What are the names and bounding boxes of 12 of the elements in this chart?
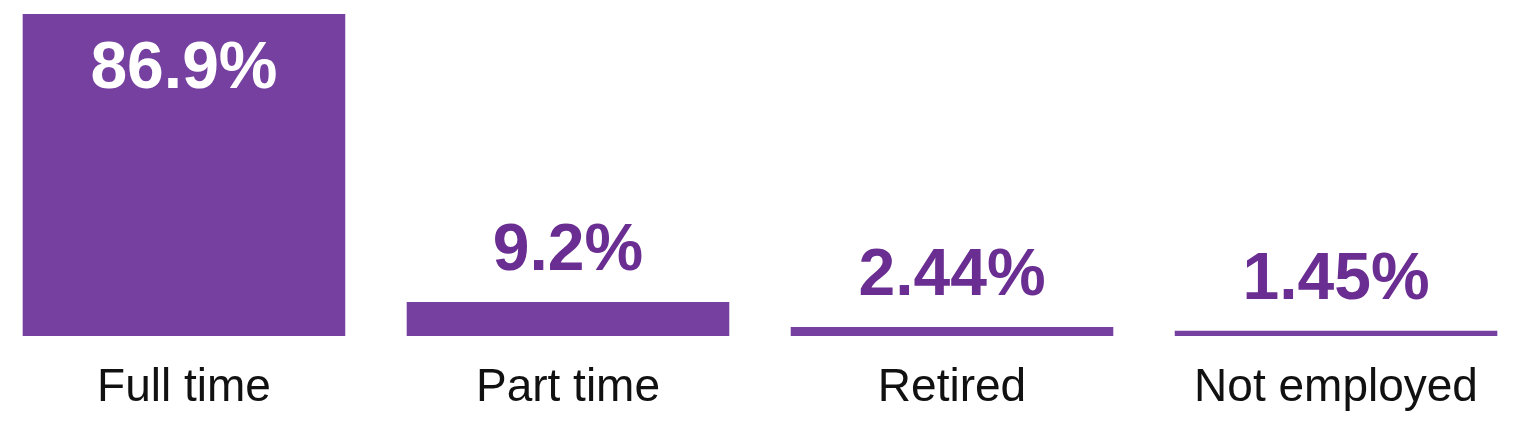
data-label: 9.2%: [492, 209, 644, 284]
data-label: 86.9%: [90, 28, 278, 102]
x-tick-label: Full time: [97, 358, 271, 411]
x-tick-label: Retired: [877, 358, 1027, 411]
bar: [22, 14, 346, 336]
data-label: 2.44%: [858, 234, 1046, 309]
data-label: 1.45%: [1242, 238, 1430, 313]
bar: [1174, 330, 1498, 336]
bar: [406, 301, 730, 336]
x-tick-label: Part time: [475, 358, 661, 411]
x-tick-label: Not employed: [1194, 358, 1478, 411]
bar: [790, 326, 1114, 336]
